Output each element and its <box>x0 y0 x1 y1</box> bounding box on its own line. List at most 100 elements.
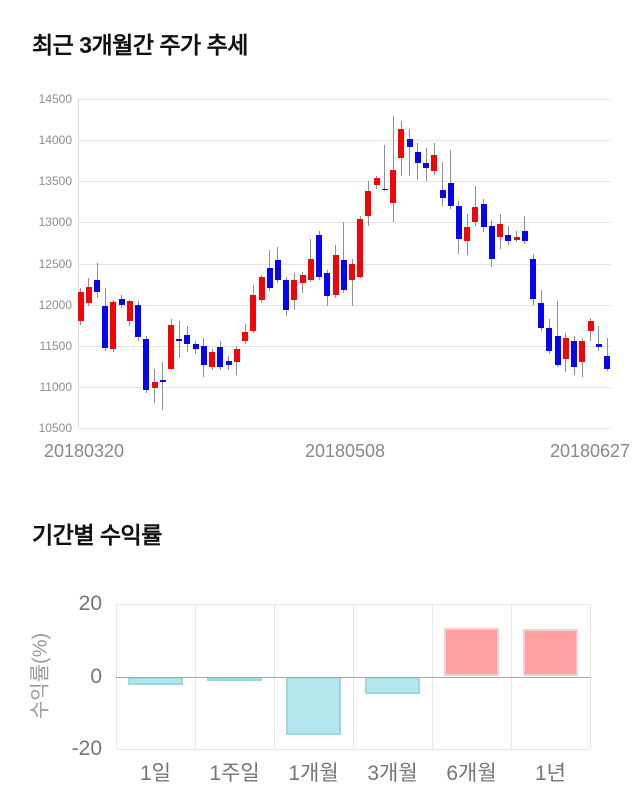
candle-down <box>135 304 142 338</box>
candle-wick <box>442 161 443 206</box>
candle-up <box>332 255 339 295</box>
candle-down <box>200 345 207 366</box>
candle-wick <box>351 258 353 307</box>
candle-up <box>398 128 405 159</box>
candle-down <box>530 258 536 299</box>
candle-up <box>151 381 158 389</box>
price-candlestick-plot: 14500 14000 13500 13000 12500 12000 11500 11000… <box>39 92 611 435</box>
candle-down <box>94 280 100 292</box>
returns-gridline <box>116 749 590 750</box>
candle-down <box>488 225 495 259</box>
candle-up <box>513 237 520 240</box>
price-y-tick-label: 14500 <box>38 92 72 106</box>
candle-up <box>365 191 372 216</box>
return-bar-negative <box>128 676 183 686</box>
candle-down <box>604 355 610 369</box>
candle-down <box>538 303 545 328</box>
candle-wick <box>343 222 345 294</box>
candle-down <box>102 306 109 349</box>
candle-up <box>307 258 314 280</box>
price-x-tick-label: 20180320 <box>43 441 125 461</box>
candle-up <box>349 263 355 280</box>
return-bar-positive <box>444 627 499 677</box>
candle-wick <box>162 362 164 410</box>
price-y-tick-label: 13000 <box>38 215 72 230</box>
candle-down <box>521 230 528 242</box>
candle-up <box>357 219 364 277</box>
candle-down <box>159 380 166 382</box>
price-chart-title: 최근 3개월간 주가 추세 <box>32 32 248 58</box>
price-gridline <box>79 428 611 429</box>
price-y-tick-label: 11500 <box>39 338 72 353</box>
candle-down <box>571 340 578 368</box>
candle-wick <box>598 326 600 351</box>
price-y-tick-label: 12000 <box>38 297 72 312</box>
candle-up <box>291 280 298 300</box>
returns-category-label: 1일 <box>140 762 171 785</box>
returns-y-axis-title: 수익률(%) <box>29 632 52 720</box>
candle-down <box>414 151 421 164</box>
candle-wick <box>557 301 559 368</box>
returns-category-label: 1주일 <box>209 762 260 785</box>
candle-down <box>118 298 125 305</box>
candle-up <box>242 331 248 341</box>
returns-category-label: 1년 <box>535 762 566 785</box>
candle-up <box>431 154 438 172</box>
candle-wick <box>392 116 394 223</box>
candle-up <box>464 226 471 241</box>
candle-down <box>381 188 388 191</box>
candle-down <box>316 234 323 277</box>
price-gridline <box>79 222 611 224</box>
candle-up <box>390 169 397 203</box>
candle-up <box>497 224 504 238</box>
return-bar-positive <box>523 629 578 677</box>
price-gridline <box>79 181 611 183</box>
candle-down <box>406 138 413 147</box>
price-gridline <box>79 304 611 306</box>
candle-wick <box>516 230 517 243</box>
candle-up <box>579 340 586 363</box>
candle-up <box>472 206 479 223</box>
candle-down <box>225 360 232 366</box>
price-gridline <box>79 345 611 347</box>
candle-down <box>423 163 429 169</box>
candle-up <box>126 301 133 321</box>
candle-wick <box>474 186 476 226</box>
candle-down <box>283 280 290 310</box>
candle-down <box>439 189 446 198</box>
candle-wick <box>384 145 386 192</box>
returns-y-tick-label: 0 <box>90 664 102 688</box>
candle-down <box>455 205 462 239</box>
returns-y-tick-label: 20 <box>78 592 102 615</box>
returns-category-label: 1개월 <box>288 762 339 785</box>
candle-down <box>266 268 273 289</box>
candle-up <box>299 275 306 284</box>
candle-down <box>176 339 183 341</box>
price-y-tick-label: 11000 <box>39 379 72 394</box>
candle-up <box>168 325 174 369</box>
candle-down <box>217 347 224 368</box>
candle-up <box>110 302 117 350</box>
price-gridline <box>79 140 611 142</box>
price-x-tick-label: 20180508 <box>304 441 386 461</box>
candle-down <box>505 234 512 242</box>
returns-bar-plot: 20 0 -20 1일 1주일 1개월 3개월 6개월 1년 <box>72 592 591 785</box>
candle-up <box>373 178 380 185</box>
candle-down <box>480 203 487 228</box>
candle-up <box>209 352 216 368</box>
candle-down <box>143 339 150 391</box>
price-x-tick-label: 20180627 <box>549 441 631 461</box>
price-y-tick-label: 14000 <box>38 133 72 148</box>
candle-up <box>258 276 265 300</box>
candle-down <box>192 344 199 349</box>
return-bar-negative <box>286 676 341 735</box>
candle-up <box>233 349 240 363</box>
candle-up <box>77 291 84 322</box>
candle-wick <box>524 215 526 244</box>
returns-vertical-gridline <box>590 604 591 749</box>
returns-y-tick-label: -20 <box>71 737 102 760</box>
returns-category-label: 6개월 <box>446 762 497 785</box>
return-bar-negative <box>365 676 420 694</box>
price-gridline <box>79 99 611 100</box>
